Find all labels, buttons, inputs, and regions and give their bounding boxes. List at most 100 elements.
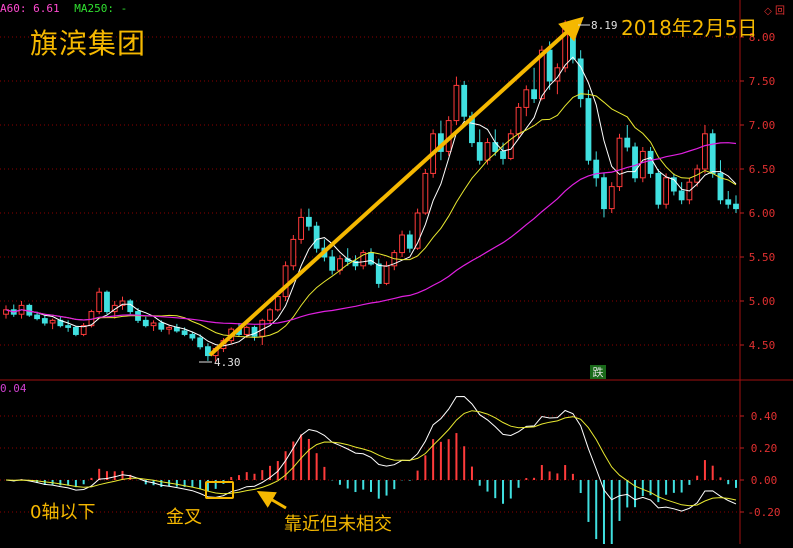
candle-body <box>205 346 211 357</box>
candle-body <box>546 49 553 82</box>
ma-legend: A60: 6.61 MA250: - <box>0 2 135 15</box>
candle-body <box>717 172 724 201</box>
candle-body <box>663 177 670 205</box>
ma5-line <box>5 56 737 347</box>
candle-body <box>577 58 584 100</box>
candle-body <box>337 258 343 271</box>
candle-body <box>725 199 732 205</box>
trend-arrow <box>208 16 584 357</box>
candle-body <box>422 172 429 214</box>
candle-body <box>570 27 576 60</box>
macd-tick-label: 0.00 <box>751 474 778 487</box>
candle-body <box>313 225 320 249</box>
below-zero-note: 0轴以下 <box>30 502 96 523</box>
candle-body <box>678 190 685 201</box>
candle-body <box>166 326 172 330</box>
high-price-label: 8.19 <box>591 19 618 32</box>
candle-body <box>608 186 615 210</box>
candle-body <box>639 150 646 179</box>
candle-body <box>111 304 118 313</box>
candle-body <box>251 326 258 337</box>
candle-body <box>461 84 468 117</box>
price-tick-label: 5.50 <box>749 251 776 264</box>
price-tick-label: 7.00 <box>749 119 776 132</box>
macd-tick-label: 0.20 <box>751 442 778 455</box>
ma10-line <box>5 93 737 338</box>
candle-body <box>189 333 196 339</box>
golden-cross-note: 金叉 <box>166 507 202 528</box>
candle-body <box>80 325 87 335</box>
candle-body <box>49 319 56 324</box>
candle-body <box>632 146 638 179</box>
limit-down-tag <box>590 365 606 379</box>
low-price-label: 4.30 <box>214 356 241 369</box>
candle-body <box>305 216 312 227</box>
candle-body <box>655 172 662 205</box>
dif-line <box>5 395 737 512</box>
candle-body <box>585 98 592 161</box>
candle-body <box>523 89 530 108</box>
candle-body <box>593 159 600 179</box>
golden-cross-box <box>205 481 234 499</box>
candle-body <box>274 296 281 311</box>
date-label: 2018年2月5日 <box>621 16 758 40</box>
macd-tick-label: -0.20 <box>747 506 780 519</box>
candle-body <box>624 137 631 148</box>
price-tick-label: 4.50 <box>749 339 776 352</box>
candle-body <box>267 309 273 321</box>
ma60-label: A60: 6.61 <box>0 2 60 15</box>
candle-body <box>453 84 460 122</box>
ma250-label: MA250: - <box>74 2 128 15</box>
candle-body <box>34 314 40 320</box>
price-tick-label: 6.00 <box>749 207 776 220</box>
candle-body <box>181 330 188 335</box>
candles <box>3 20 739 363</box>
candle-body <box>158 322 165 330</box>
price-tick-label: 6.50 <box>749 163 776 176</box>
candle-body <box>399 234 405 254</box>
candle-body <box>733 203 739 210</box>
candle-body <box>515 106 522 135</box>
candle-body <box>329 256 336 271</box>
candle-body <box>616 137 623 188</box>
candle-body <box>282 265 289 298</box>
candle-body <box>414 212 421 249</box>
macd-tick-label: 0.40 <box>751 410 778 423</box>
candle-body <box>500 150 506 159</box>
candle-body <box>197 337 204 348</box>
price-axis: 8.00 7.50 7.00 6.50 6.00 5.50 5.00 4.50 <box>740 31 775 352</box>
candle-body <box>538 49 545 100</box>
candle-body <box>65 325 72 328</box>
candle-body <box>104 291 110 313</box>
candle-body <box>127 300 134 313</box>
candle-body <box>484 142 491 161</box>
candle-body <box>375 263 382 284</box>
candle-body <box>647 150 654 174</box>
ma-lines <box>5 56 737 347</box>
candle-body <box>709 133 716 174</box>
candle-body <box>702 133 708 170</box>
limit-down-label: 跌 <box>593 365 604 379</box>
price-tick-label: 8.00 <box>749 31 776 44</box>
macd-header: 0.04 <box>0 382 27 395</box>
candle-body <box>352 260 359 267</box>
candle-body <box>243 326 250 335</box>
candle-body <box>476 142 483 161</box>
price-tick-label: 5.00 <box>749 295 776 308</box>
candle-body <box>368 252 374 265</box>
candle-body <box>601 177 607 210</box>
near-cross-arrow <box>256 490 287 510</box>
candle-body <box>142 319 149 327</box>
candle-body <box>72 326 79 335</box>
stock-title: 旗滨集团 <box>30 27 147 60</box>
chart-tool-icons[interactable]: ◇ 回 <box>764 6 785 17</box>
candle-body <box>290 238 297 267</box>
candle-body <box>150 322 157 327</box>
candle-body <box>298 216 305 240</box>
candle-body <box>119 300 126 306</box>
near-not-cross-note: 靠近但未相交 <box>284 514 392 535</box>
candle-body <box>383 265 390 284</box>
